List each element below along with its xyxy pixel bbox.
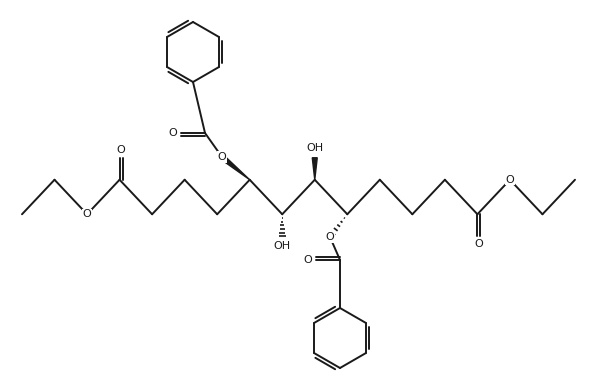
Text: O: O (218, 152, 226, 162)
Text: O: O (83, 209, 91, 219)
Text: O: O (303, 255, 312, 265)
Text: O: O (505, 175, 514, 185)
Text: O: O (117, 145, 126, 155)
Text: O: O (325, 232, 334, 242)
Text: O: O (169, 128, 178, 138)
Text: O: O (83, 209, 91, 219)
Text: O: O (474, 239, 483, 249)
Polygon shape (221, 155, 250, 180)
Polygon shape (312, 158, 317, 180)
Text: OH: OH (306, 143, 323, 153)
Text: OH: OH (274, 241, 291, 251)
